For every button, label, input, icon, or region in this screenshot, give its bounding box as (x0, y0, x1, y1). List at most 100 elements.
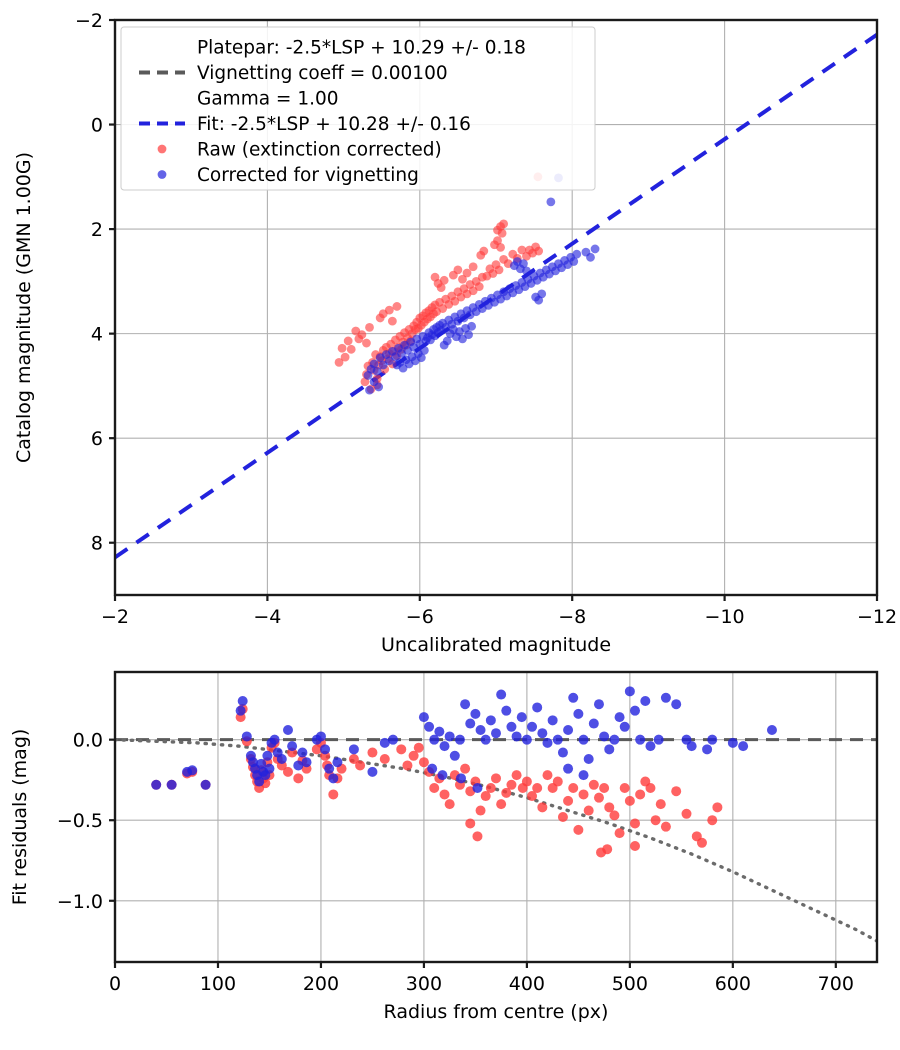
data-point (444, 731, 455, 742)
data-point (384, 305, 394, 315)
x-tick-label: 0 (109, 973, 121, 995)
data-point (343, 336, 353, 346)
data-point (572, 249, 582, 259)
x-tick-label: −10 (705, 606, 745, 628)
data-point (282, 725, 293, 735)
data-point (573, 824, 584, 835)
data-point (517, 245, 527, 255)
data-point (365, 322, 374, 332)
data-point (264, 763, 275, 774)
data-point (653, 734, 664, 745)
data-point (332, 757, 343, 768)
y-tick-label: −2 (75, 10, 103, 32)
data-point (602, 844, 613, 855)
series-corrected (363, 173, 600, 395)
data-point (650, 815, 661, 826)
data-point (671, 699, 682, 710)
data-point (413, 742, 424, 753)
plot-background (115, 672, 877, 962)
data-point (511, 770, 522, 781)
data-point (619, 783, 630, 793)
data-point (465, 718, 476, 729)
data-point (534, 246, 544, 256)
x-tick-label: −8 (558, 606, 586, 628)
data-point (496, 689, 507, 700)
data-point (527, 721, 538, 732)
data-point (465, 818, 476, 829)
data-point (583, 805, 594, 816)
data-point (396, 744, 407, 755)
data-point (563, 763, 574, 774)
data-point (506, 779, 517, 790)
data-point (151, 779, 162, 790)
data-point (301, 757, 312, 768)
data-point (537, 802, 548, 813)
data-point (475, 805, 486, 816)
data-point (437, 770, 448, 781)
data-point (599, 731, 610, 742)
data-point (467, 321, 477, 331)
data-point (645, 741, 656, 752)
y-axis-title: Fit residuals (mag) (9, 729, 31, 906)
data-point (624, 795, 635, 806)
data-point (563, 795, 574, 806)
data-point (480, 791, 491, 802)
data-point (494, 265, 504, 275)
data-point (480, 734, 491, 745)
data-point (254, 776, 265, 787)
data-point (491, 773, 501, 784)
data-point (355, 760, 366, 771)
data-point (593, 699, 604, 710)
data-point (619, 721, 630, 732)
data-point (449, 750, 460, 761)
y-tick-label: −0.5 (57, 810, 103, 832)
data-point (707, 734, 718, 745)
data-point (434, 726, 445, 737)
data-point (493, 236, 502, 245)
data-point (521, 734, 532, 745)
panel-photometric-calibration: −2 −4 −6 −8 −10 −12 −2 0 2 4 6 8 Uncalibrated magnit… (13, 10, 897, 656)
data-point (453, 265, 463, 275)
data-point (462, 268, 472, 278)
legend-entry-label: Corrected for vignetting (197, 165, 419, 186)
data-point (256, 758, 267, 769)
data-point (588, 779, 599, 790)
data-point (563, 725, 574, 735)
data-point (439, 340, 449, 350)
data-point (583, 754, 594, 764)
data-point (269, 734, 280, 745)
y-tick-label: 8 (91, 533, 103, 555)
data-point (340, 352, 350, 362)
axes-spines (113, 670, 879, 964)
data-point (542, 737, 553, 748)
data-point (241, 731, 252, 742)
data-point (519, 259, 528, 268)
x-tick-label: −6 (406, 606, 434, 628)
x-tick-label: 400 (509, 973, 545, 995)
x-tick-label: 700 (818, 973, 854, 995)
data-point (766, 725, 777, 735)
legend-dot-swatch (157, 170, 167, 179)
data-point (511, 731, 522, 742)
data-point (557, 747, 568, 758)
data-point (497, 228, 507, 238)
data-point (573, 708, 584, 719)
data-point (712, 802, 723, 813)
y-tick-label: 0 (91, 115, 103, 137)
data-point (367, 747, 378, 758)
y-tick-label: 0.0 (73, 730, 103, 752)
legend-entry-label: Raw (extinction corrected) (197, 140, 442, 161)
data-point (532, 783, 543, 793)
legend-entry-label: Fit: -2.5*LSP + 10.28 +/- 0.16 (197, 114, 471, 135)
data-point (315, 731, 326, 742)
panel-fit-residuals: 0 100 200 300 400 500 600 700 0.0 −0.5 −1.0 Radius … (9, 670, 879, 1023)
legend-entry-label: Vignetting coeff = 0.00100 (197, 63, 448, 84)
data-point (470, 708, 481, 719)
data-point (552, 734, 563, 745)
data-point (429, 783, 440, 793)
tick-marks: 0 100 200 300 400 500 600 700 0.0 −0.5 −1.0 (57, 730, 854, 995)
data-point (439, 275, 449, 285)
legend-box (120, 26, 596, 191)
data-point (362, 338, 371, 348)
x-tick-label: 200 (303, 973, 339, 995)
